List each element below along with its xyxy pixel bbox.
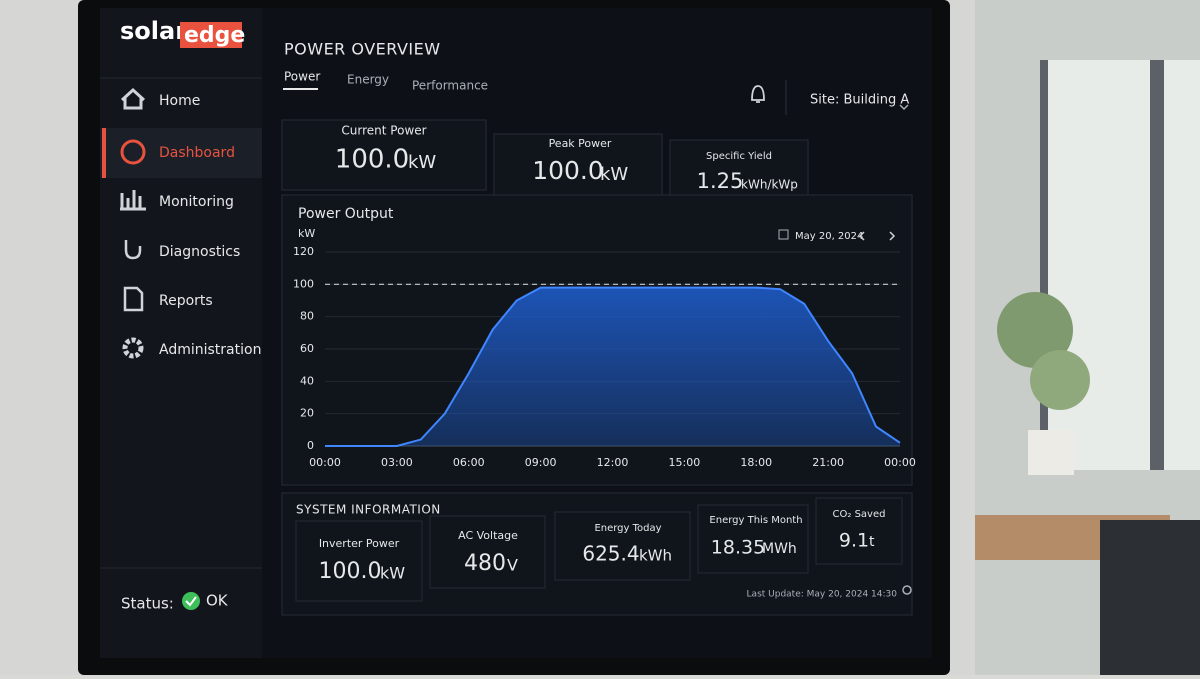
y-tick-label: 60 — [300, 342, 314, 355]
logo-solar: solar — [120, 17, 187, 45]
kpi-unit: kW — [600, 164, 628, 185]
x-tick-label: 00:00 — [309, 456, 341, 469]
nav-monitoring[interactable]: Monitoring — [159, 194, 234, 210]
administration-icon — [122, 337, 144, 359]
power-chart: 0 20 40 60 80 100 120 00:00 03:00 06:00 09:00 12:00… — [293, 245, 916, 469]
monitoring-icon — [120, 190, 146, 211]
site-selector[interactable]: Site: Building A — [810, 93, 909, 108]
dropdown-caret[interactable] — [899, 104, 909, 111]
kpi-card — [493, 133, 663, 201]
section-title: SYSTEM INFORMATION — [296, 503, 441, 517]
nav-administration[interactable]: Administration — [159, 342, 261, 358]
kpi-value: 1.25 — [697, 169, 744, 193]
info-unit: MWh — [762, 541, 797, 557]
logo-edge: edge — [184, 23, 245, 48]
last-update: Last Update: May 20, 2024 14:30 — [747, 590, 898, 600]
info-label: AC Voltage — [458, 529, 518, 542]
info-unit: V — [507, 556, 518, 575]
info-card — [554, 511, 691, 581]
info-card — [815, 497, 903, 565]
x-tick-label: 06:00 — [453, 456, 485, 469]
prev-date[interactable] — [858, 231, 865, 241]
dashboard-icon — [120, 139, 146, 165]
info-value: 9.1 — [839, 530, 869, 552]
next-date[interactable] — [889, 231, 896, 241]
info-label: Energy This Month — [709, 515, 802, 526]
plant — [997, 292, 1073, 368]
window-frame — [1150, 60, 1164, 470]
home-icon — [120, 87, 146, 110]
nav-dashboard[interactable]: Dashboard — [159, 145, 235, 161]
x-tick-label: 03:00 — [381, 456, 413, 469]
chair — [1100, 520, 1200, 675]
status-icon — [182, 592, 200, 610]
info-label: Energy Today — [594, 523, 661, 534]
kpi-card — [281, 119, 487, 191]
info-label: Inverter Power — [319, 537, 400, 550]
x-tick-label: 18:00 — [740, 456, 772, 469]
y-tick-label: 120 — [293, 245, 314, 258]
nav-reports[interactable]: Reports — [159, 293, 213, 309]
area — [325, 287, 900, 446]
sidebar — [100, 8, 262, 658]
info-value: 18.35 — [711, 537, 765, 559]
y-tick-label: 20 — [300, 407, 314, 420]
x-tick-label: 21:00 — [812, 456, 844, 469]
kpi-label: Current Power — [341, 124, 426, 138]
kpi-value: 100.0 — [335, 145, 409, 175]
info-unit: kWh — [639, 547, 672, 565]
plant — [1030, 350, 1090, 410]
line — [325, 286, 901, 447]
status-label: Status: — [121, 595, 174, 613]
y-tick-label: 40 — [300, 374, 314, 387]
x-tick-label: 09:00 — [525, 456, 557, 469]
nav-active-bar — [102, 128, 106, 178]
info-value: 625.4 — [582, 542, 639, 566]
y-tick-label: 80 — [300, 310, 314, 323]
status-value: OK — [206, 592, 229, 610]
info-unit: t — [869, 534, 875, 550]
refresh-icon[interactable] — [902, 585, 912, 595]
tab-energy[interactable]: Energy — [347, 73, 389, 87]
chart-title: Power Output — [298, 206, 394, 222]
diagnostics-icon — [124, 240, 142, 260]
status-check — [185, 596, 197, 607]
x-tick-label: 15:00 — [669, 456, 701, 469]
info-card — [697, 504, 809, 574]
reports-icon — [123, 286, 144, 312]
info-card — [295, 520, 423, 602]
logo-box — [180, 22, 242, 48]
x-tick-label: 00:00 — [884, 456, 916, 469]
calendar-icon — [778, 229, 789, 240]
y-tick-label: 100 — [293, 277, 314, 290]
tab-power[interactable]: Power — [284, 70, 320, 84]
info-unit: kW — [380, 564, 405, 583]
info-value: 480 — [464, 551, 506, 576]
y-tick-label: 0 — [307, 439, 314, 452]
kpi-unit: kW — [408, 152, 436, 173]
nav-active-bg — [100, 128, 262, 178]
kpi-label: Peak Power — [549, 137, 612, 150]
plant-pot — [1028, 430, 1074, 475]
nav-diagnostics[interactable]: Diagnostics — [159, 244, 240, 260]
chart-date[interactable]: May 20, 2024 — [795, 231, 863, 242]
info-card — [429, 515, 546, 589]
info-value: 100.0 — [319, 559, 382, 584]
kpi-label: Specific Yield — [706, 151, 772, 162]
nav-home[interactable]: Home — [159, 93, 200, 109]
notification-bell[interactable] — [751, 85, 765, 103]
info-label: CO₂ Saved — [833, 509, 886, 520]
tab-performance[interactable]: Performance — [412, 79, 488, 93]
y-axis-label: kW — [298, 227, 315, 240]
kpi-value: 100.0 — [532, 156, 604, 185]
kpi-unit: kWh/kWp — [741, 178, 798, 192]
page-title: POWER OVERVIEW — [284, 40, 441, 59]
x-tick-label: 12:00 — [597, 456, 629, 469]
window-frame — [1040, 60, 1048, 470]
